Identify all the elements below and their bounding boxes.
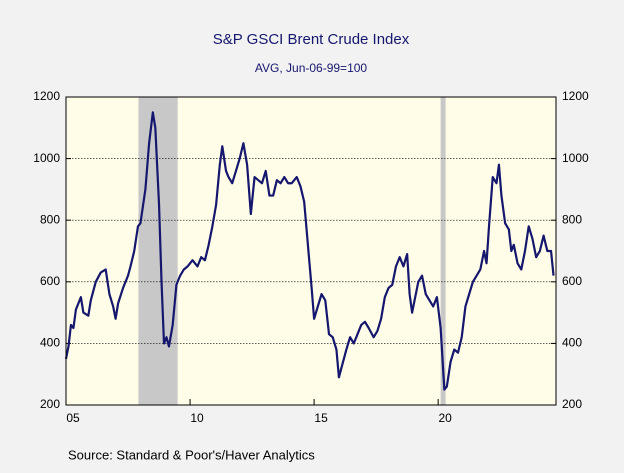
x-tick-label: 15: [314, 411, 328, 425]
recession-shade: [440, 97, 446, 405]
x-tick-label: 05: [66, 411, 80, 425]
chart-subtitle: AVG, Jun-06-99=100: [255, 61, 368, 75]
recession-shade: [138, 97, 178, 405]
source-note: Source: Standard & Poor's/Haver Analytic…: [68, 447, 315, 462]
y2-tick-label: 1200: [562, 89, 589, 103]
y2-tick-label: 1000: [562, 151, 589, 165]
y-tick-label: 1200: [33, 89, 60, 103]
y2-tick-label: 400: [562, 336, 582, 350]
x-tick-label: 20: [438, 411, 452, 425]
y-tick-label: 600: [40, 274, 60, 288]
chart-title: S&P GSCI Brent Crude Index: [213, 31, 410, 48]
y2-tick-label: 800: [562, 212, 582, 226]
y2-tick-label: 200: [562, 397, 582, 411]
y2-tick-label: 600: [562, 274, 582, 288]
data-line: [64, 111, 555, 391]
plot-frame: [65, 96, 557, 406]
y-tick-label: 400: [40, 336, 60, 350]
x-tick-label: 10: [190, 411, 204, 425]
y-tick-label: 800: [40, 212, 60, 226]
y-tick-label: 1000: [33, 151, 60, 165]
y-tick-label: 200: [40, 397, 60, 411]
